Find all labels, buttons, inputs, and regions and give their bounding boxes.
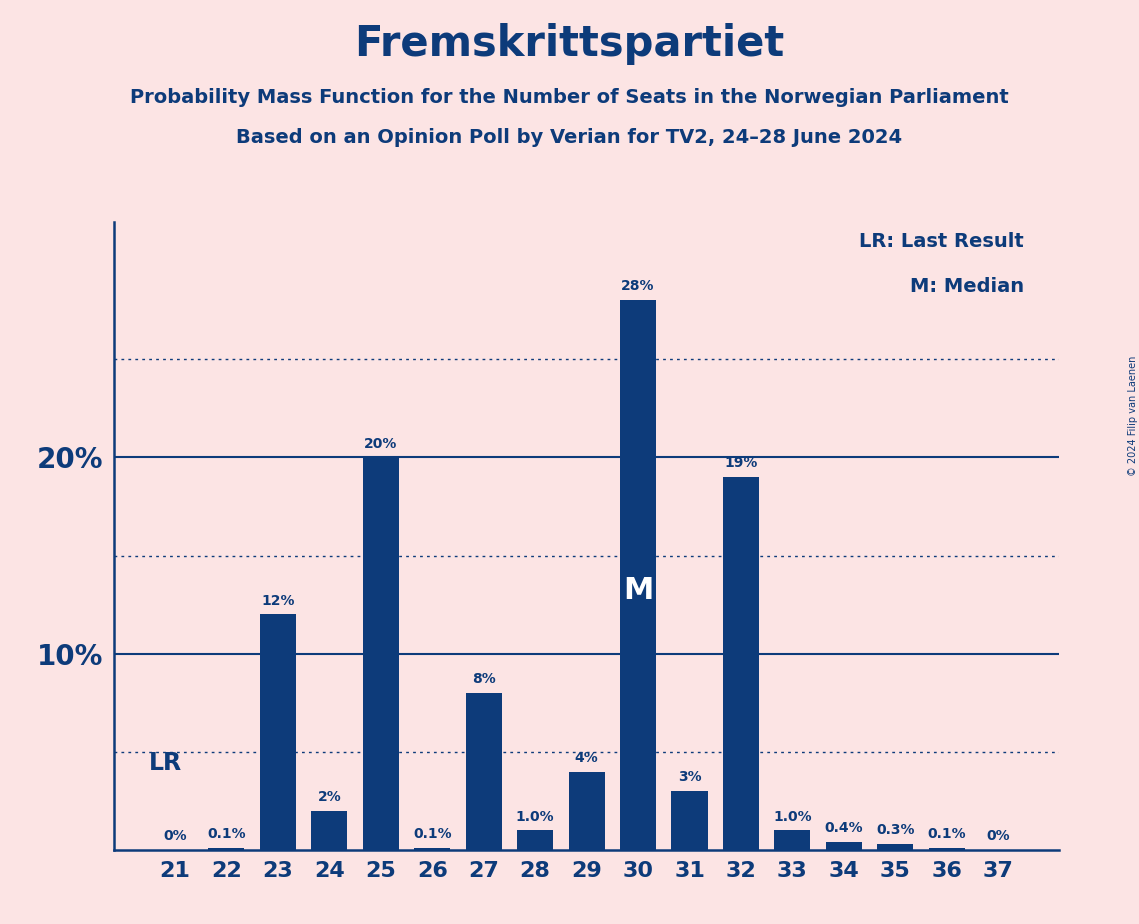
Text: Fremskrittspartiet: Fremskrittspartiet [354, 23, 785, 65]
Text: LR: Last Result: LR: Last Result [859, 232, 1024, 250]
Text: Probability Mass Function for the Number of Seats in the Norwegian Parliament: Probability Mass Function for the Number… [130, 88, 1009, 107]
Bar [723, 477, 759, 850]
Text: 1.0%: 1.0% [516, 809, 555, 823]
Text: 0%: 0% [163, 829, 187, 844]
Text: 12%: 12% [261, 593, 295, 608]
Text: M: M [623, 576, 654, 604]
Text: 0.1%: 0.1% [412, 827, 451, 841]
Bar [260, 614, 296, 850]
Text: M: Median: M: Median [910, 277, 1024, 296]
Text: 0%: 0% [986, 829, 1010, 844]
Bar [415, 848, 450, 850]
Bar [517, 831, 554, 850]
Bar [362, 457, 399, 850]
Bar [928, 848, 965, 850]
Text: Based on an Opinion Poll by Verian for TV2, 24–28 June 2024: Based on an Opinion Poll by Verian for T… [237, 128, 902, 147]
Text: 2%: 2% [318, 790, 342, 804]
Text: 3%: 3% [678, 771, 702, 784]
Bar [208, 848, 245, 850]
Text: 0.1%: 0.1% [927, 827, 966, 841]
Text: 8%: 8% [472, 672, 495, 687]
Text: 0.4%: 0.4% [825, 821, 863, 835]
Bar [620, 300, 656, 850]
Text: 20%: 20% [364, 436, 398, 451]
Bar [672, 791, 707, 850]
Bar [466, 693, 501, 850]
Text: 0.3%: 0.3% [876, 823, 915, 837]
Bar [775, 831, 811, 850]
Bar [877, 845, 913, 850]
Text: LR: LR [149, 751, 182, 775]
Text: 19%: 19% [724, 456, 757, 470]
Text: 1.0%: 1.0% [773, 809, 812, 823]
Bar [568, 772, 605, 850]
Text: © 2024 Filip van Laenen: © 2024 Filip van Laenen [1129, 356, 1138, 476]
Bar [826, 843, 862, 850]
Text: 0.1%: 0.1% [207, 827, 246, 841]
Text: 28%: 28% [621, 279, 655, 294]
Text: 4%: 4% [575, 750, 598, 765]
Bar [311, 811, 347, 850]
